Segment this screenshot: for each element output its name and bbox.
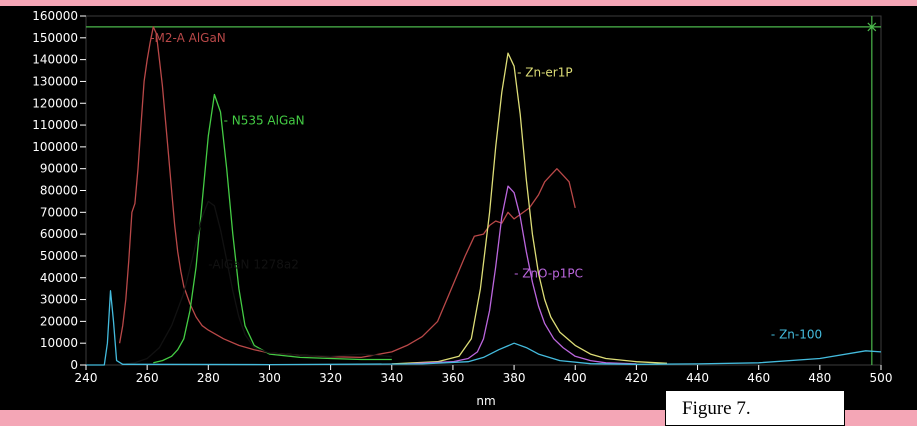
- series-line-3: [391, 52, 668, 365]
- y-tick-label: 90000: [40, 162, 78, 176]
- y-tick-label: 120000: [32, 96, 78, 110]
- x-tick-label: 280: [197, 371, 220, 385]
- line-chart: -M2-A AlGaN - N535 AlGaN -AlGaN 1278a2 - Zn…: [0, 6, 917, 410]
- series-label-2: -AlGaN 1278a2: [208, 258, 299, 272]
- y-tick-label: 60000: [40, 227, 78, 241]
- y-tick-label: 20000: [40, 314, 78, 328]
- x-tick-label: 480: [808, 371, 831, 385]
- x-tick-label: 240: [75, 371, 98, 385]
- series-group: -M2-A AlGaN - N535 AlGaN -AlGaN 1278a2 - Zn…: [86, 26, 882, 366]
- x-tick-label: 460: [747, 371, 770, 385]
- cursor-lines: [86, 16, 881, 365]
- series-label-0: -M2-A AlGaN: [150, 31, 226, 45]
- x-axis-title: nm: [476, 394, 495, 408]
- y-tick-label: 0: [70, 358, 78, 372]
- y-tick-label: 150000: [32, 31, 78, 45]
- series-line-5: [86, 290, 882, 366]
- x-tick-label: 400: [564, 371, 587, 385]
- series-label-3: - Zn-er1P: [517, 66, 573, 80]
- y-tick-label: 140000: [32, 53, 78, 67]
- cursor-marker[interactable]: [867, 22, 877, 32]
- series-label-1: - N535 AlGaN: [224, 114, 305, 128]
- x-axis: 240 260 280 300 320 340 360 380 400 420 440 460 480 5…: [75, 365, 893, 385]
- series-line-0: [118, 26, 576, 359]
- x-tick-label: 500: [870, 371, 893, 385]
- y-tick-label: 30000: [40, 293, 78, 307]
- x-tick-label: 380: [503, 371, 526, 385]
- y-tick-label: 80000: [40, 184, 78, 198]
- y-tick-label: 40000: [40, 271, 78, 285]
- y-tick-label: 70000: [40, 205, 78, 219]
- y-axis: 0 10000 20000 30000 40000 50000 60000 70000 8000…: [32, 9, 86, 372]
- series-line-4: [407, 185, 637, 365]
- y-tick-label: 50000: [40, 249, 78, 263]
- chart-frame: -M2-A AlGaN - N535 AlGaN -AlGaN 1278a2 - Zn…: [0, 6, 917, 426]
- plot-area: [85, 15, 882, 366]
- series-label-5: - Zn-100: [771, 327, 822, 341]
- figure-caption: Figure 7.: [665, 390, 845, 426]
- x-tick-label: 420: [625, 371, 648, 385]
- y-tick-label: 100000: [32, 140, 78, 154]
- y-tick-label: 10000: [40, 336, 78, 350]
- x-tick-label: 360: [441, 371, 464, 385]
- x-tick-label: 260: [136, 371, 159, 385]
- x-tick-label: 320: [319, 371, 342, 385]
- series-label-4: - ZnO-p1PC: [514, 266, 583, 280]
- y-tick-label: 110000: [32, 118, 78, 132]
- series-line-1: [153, 93, 392, 364]
- x-tick-label: 340: [380, 371, 403, 385]
- y-tick-label: 160000: [32, 9, 78, 23]
- x-tick-label: 440: [686, 371, 709, 385]
- series-line-2: [125, 200, 392, 365]
- y-tick-label: 130000: [32, 74, 78, 88]
- x-tick-label: 300: [258, 371, 281, 385]
